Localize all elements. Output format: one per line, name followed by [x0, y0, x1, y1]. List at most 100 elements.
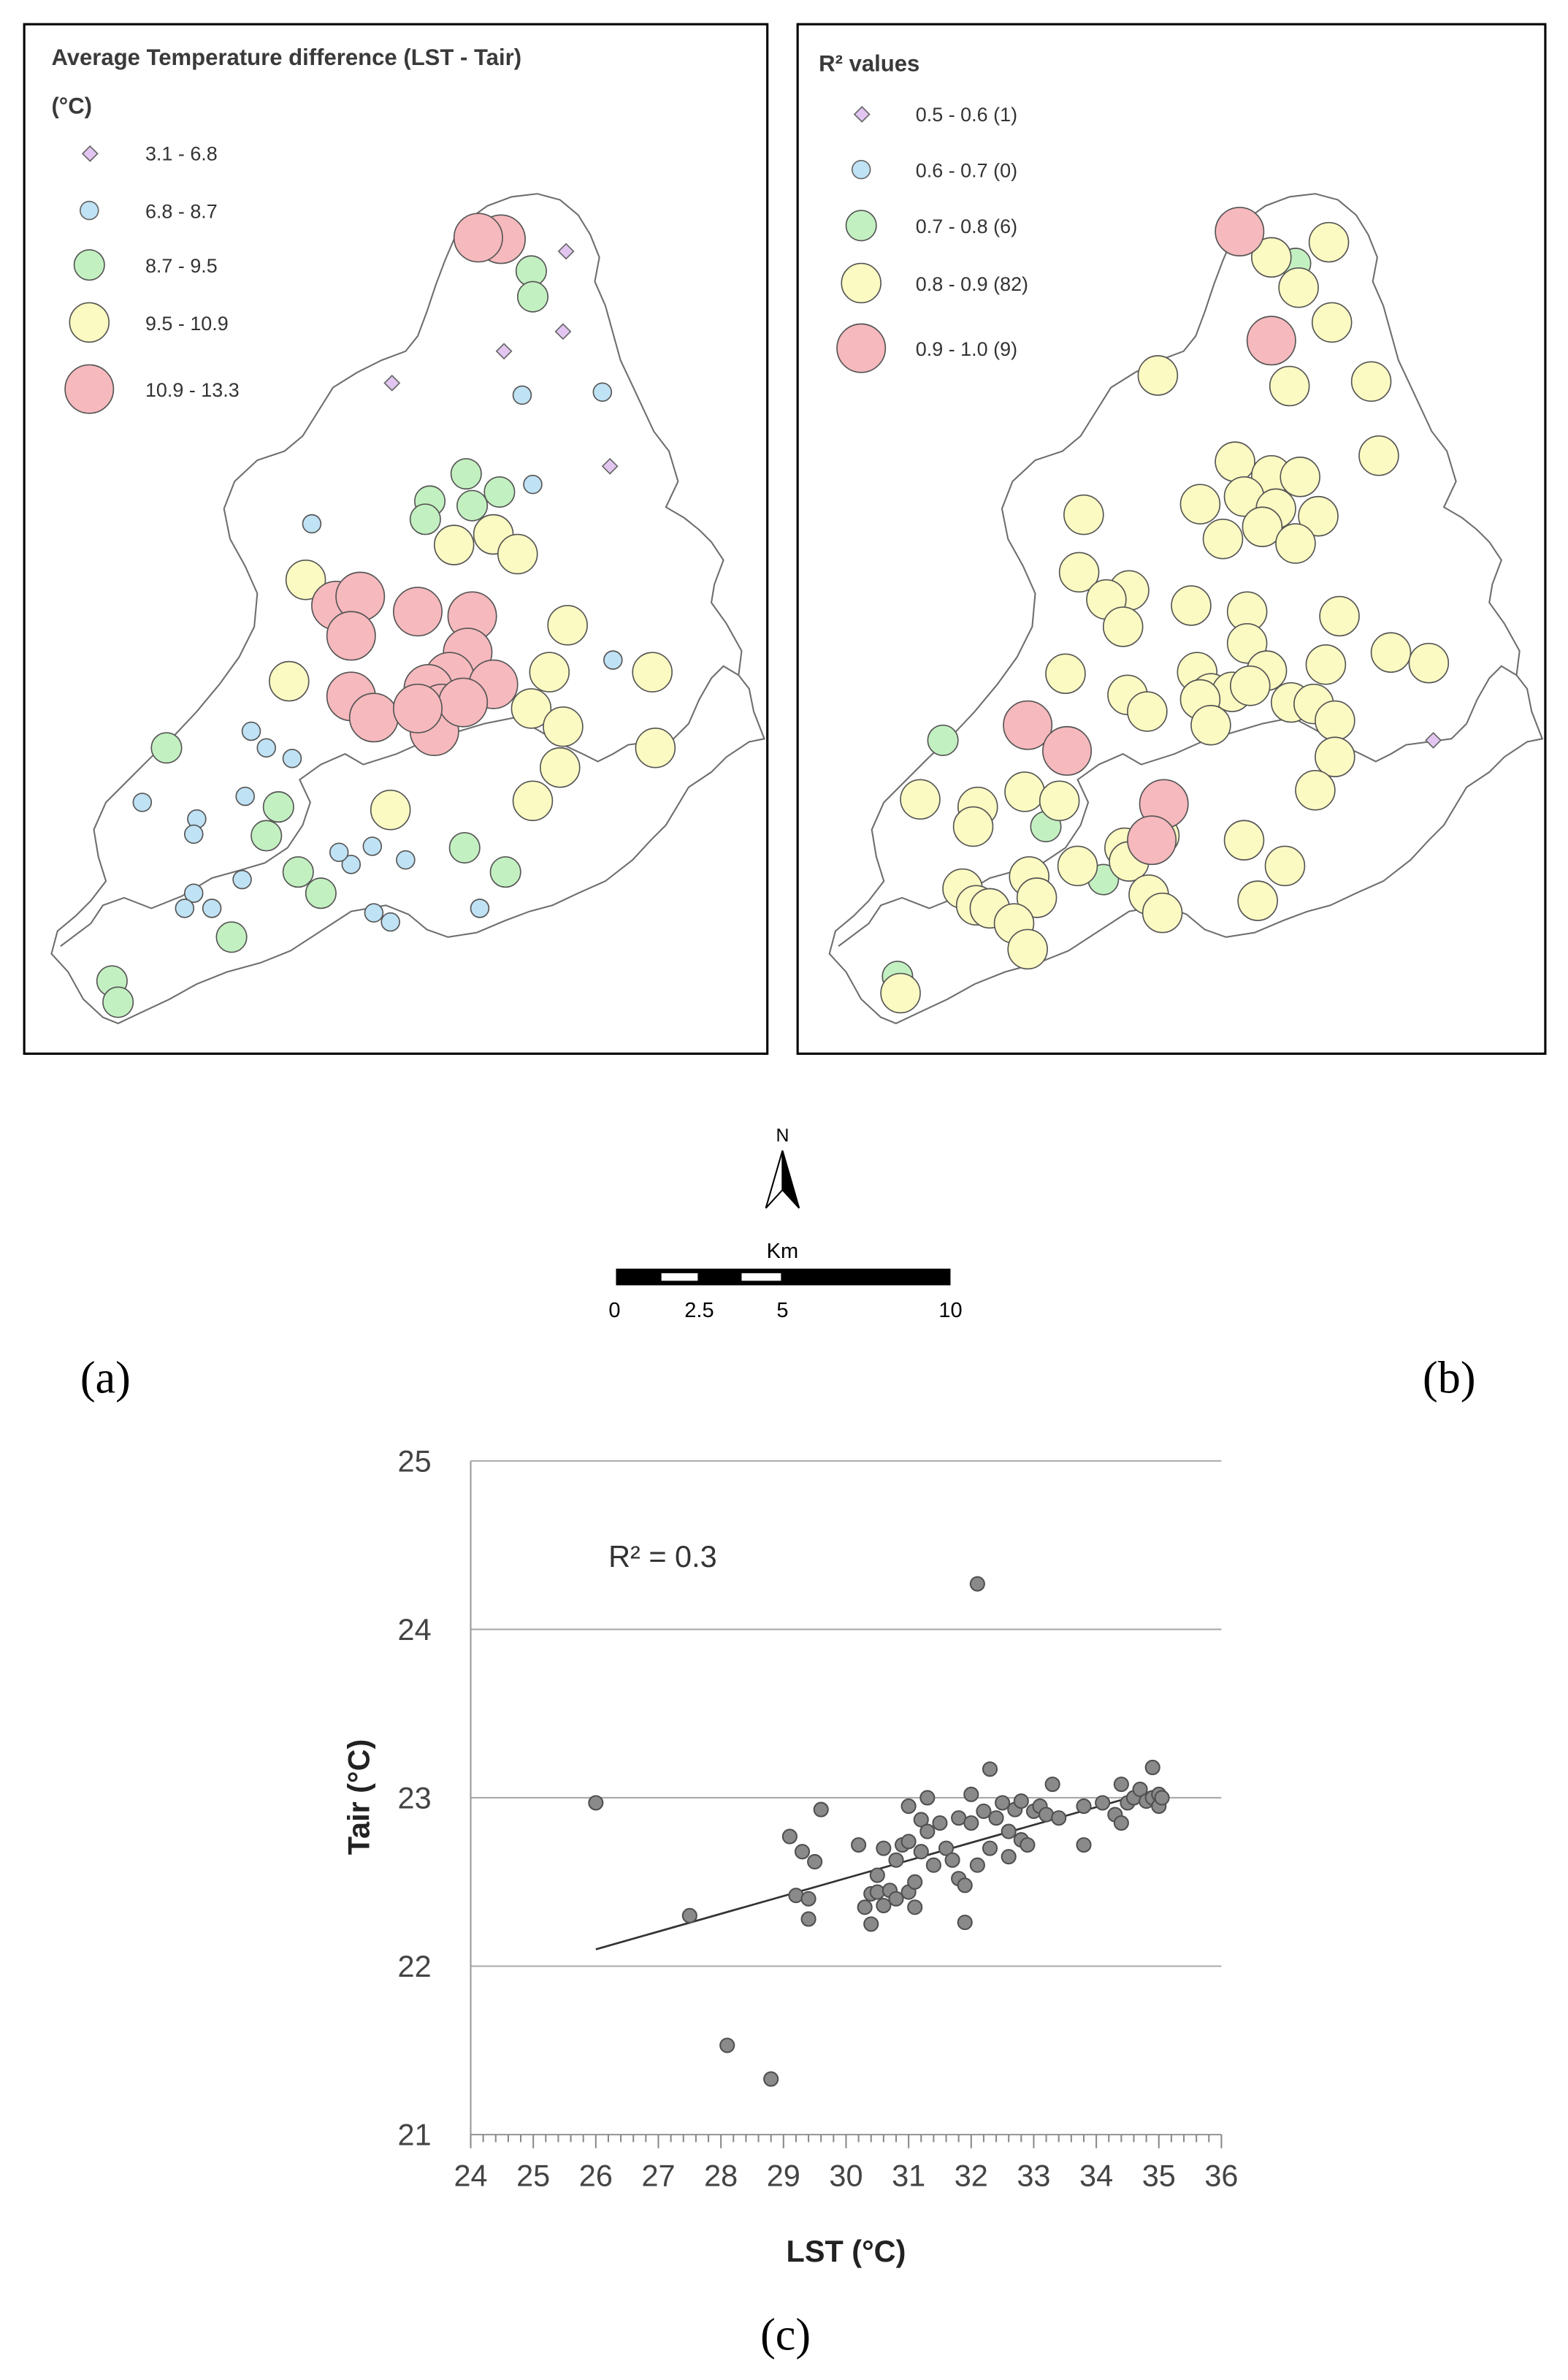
- map-a-panel: Average Temperature difference (LST - Ta…: [23, 23, 769, 1055]
- station-symbol: [1408, 642, 1450, 684]
- station-symbol: [102, 986, 134, 1018]
- station-symbol: [215, 921, 248, 953]
- chart-x-tick-label: 28: [704, 2159, 738, 2193]
- station-symbol: [396, 850, 416, 870]
- map-a-title-line2: (°C): [51, 93, 92, 118]
- chart-point: [944, 1852, 960, 1868]
- station-symbol: [1141, 892, 1183, 934]
- chart-point: [851, 1837, 867, 1853]
- scale-bar-segment: [661, 1273, 698, 1281]
- station-symbol: [592, 382, 613, 403]
- legend-symbol-circle: [836, 323, 887, 373]
- chart-point: [938, 1840, 955, 1856]
- chart-point: [800, 1891, 816, 1907]
- chart-x-tick-label: 25: [516, 2159, 550, 2193]
- map-b-legend-label-1: 0.5 - 0.6 (1): [916, 104, 1017, 126]
- station-symbol: [529, 652, 570, 693]
- map-a-legend-item-2: 6.8 - 8.7: [80, 200, 218, 222]
- chart-point: [888, 1891, 904, 1907]
- station-symbol: [1350, 361, 1392, 403]
- station-symbol: [489, 856, 521, 888]
- chart-point: [876, 1840, 892, 1856]
- map-b-title: R² values: [819, 50, 919, 76]
- map-a-legend-item-4: 9.5 - 10.9: [69, 302, 229, 343]
- map-a-frame: [23, 23, 769, 1055]
- chart-point: [1039, 1807, 1055, 1823]
- chart-point: [913, 1812, 929, 1828]
- station-symbol: [1202, 519, 1244, 560]
- map-a-legend-label-3: 8.7 - 9.5: [145, 255, 218, 277]
- chart-point: [995, 1795, 1011, 1811]
- legend-symbol-diamond: [81, 145, 99, 162]
- station-symbol: [927, 724, 959, 756]
- chart-x-tick-labels: 24 25 26 27 28 29 30 31 32 33 34 35 36: [454, 2159, 1238, 2193]
- station-symbol: [547, 605, 588, 646]
- station-symbol: [326, 611, 376, 661]
- scale-bar-tick-0: 0: [608, 1299, 620, 1322]
- chart-point: [869, 1867, 885, 1883]
- chart-points: [588, 1576, 1170, 2087]
- station-symbol: [341, 855, 362, 874]
- scale-bar-tick-5: 5: [776, 1299, 788, 1322]
- station-symbol: [1057, 845, 1098, 887]
- map-a-legend-label-5: 10.9 - 13.3: [145, 379, 240, 401]
- legend-symbol-circle: [69, 302, 110, 343]
- map-b-legend-item-4: 0.8 - 0.9 (82): [841, 262, 1028, 304]
- station-symbol: [184, 883, 204, 903]
- chart-x-tick-label: 30: [829, 2159, 863, 2193]
- station-symbol: [1280, 457, 1320, 497]
- chart-x-tick-label: 35: [1142, 2159, 1176, 2193]
- chart-point: [963, 1815, 979, 1831]
- station-symbol: [1264, 845, 1306, 887]
- station-symbol: [1058, 552, 1100, 593]
- station-symbol: [1308, 221, 1350, 263]
- chart-x-tick-label: 27: [641, 2159, 675, 2193]
- chart-gridlines: [470, 1460, 1222, 1967]
- map-b-legend-label-2: 0.6 - 0.7 (0): [916, 159, 1017, 181]
- station-symbol: [880, 972, 921, 1014]
- station-symbol: [362, 836, 383, 856]
- station-symbol: [262, 791, 294, 823]
- chart-point: [813, 1801, 829, 1818]
- station-symbol: [1063, 494, 1104, 535]
- legend-symbol-circle: [845, 210, 877, 242]
- chart-x-tick-label: 33: [1017, 2159, 1050, 2193]
- map-a-legend-item-3: 8.7 - 9.5: [73, 249, 218, 281]
- station-symbol: [512, 385, 532, 405]
- north-arrow-right-half: [781, 1150, 800, 1209]
- map-b-legend-item-5: 0.9 - 1.0 (9): [836, 323, 1017, 373]
- chart-x-tick-label: 31: [892, 2159, 925, 2193]
- map-a-legend-item-1: 3.1 - 6.8: [81, 143, 218, 165]
- r-squared-annotation: R² = 0.3: [608, 1539, 717, 1574]
- station-symbol: [1305, 644, 1347, 685]
- station-symbol: [329, 842, 349, 863]
- station-symbol: [1358, 435, 1399, 476]
- scale-bar: Km 0 2.5 5 10: [608, 1240, 962, 1322]
- station-symbol: [632, 652, 673, 693]
- station-symbol: [348, 693, 399, 743]
- station-symbol: [305, 877, 337, 909]
- chart-y-tick-label: 25: [398, 1443, 432, 1478]
- station-symbol: [1370, 632, 1412, 673]
- station-symbol-diamond: [495, 343, 513, 360]
- station-symbol: [409, 503, 441, 535]
- station-symbol: [1215, 441, 1255, 482]
- chart-point: [1044, 1776, 1060, 1793]
- station-symbol: [285, 559, 326, 600]
- chart-point: [932, 1815, 948, 1831]
- scale-bar-unit: Km: [767, 1240, 799, 1263]
- station-symbol: [1319, 595, 1360, 637]
- scale-bar-tick-2-5: 2.5: [684, 1299, 714, 1322]
- map-b-legend-label-3: 0.7 - 0.8 (6): [916, 216, 1017, 237]
- station-symbol: [635, 727, 676, 768]
- station-symbol: [1042, 725, 1093, 776]
- station-symbol: [1246, 316, 1296, 366]
- chart-point: [807, 1854, 823, 1870]
- chart-point: [1076, 1837, 1092, 1853]
- station-symbol: [497, 533, 538, 575]
- station-symbol: [282, 749, 302, 768]
- legend-symbol-diamond: [853, 106, 871, 123]
- chart-point: [719, 2037, 735, 2053]
- chart-point: [681, 1907, 697, 1923]
- station-symbol: [282, 856, 314, 888]
